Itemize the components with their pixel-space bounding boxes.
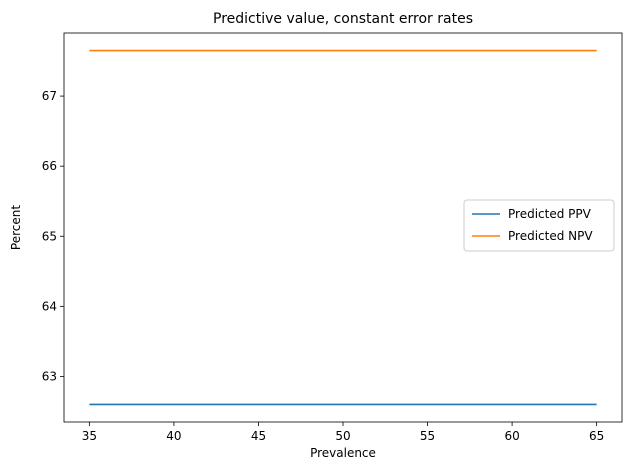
x-tick-label: 45 [251,429,266,443]
legend-box [463,199,615,252]
y-tick-label: 66 [42,159,57,173]
y-axis: 63 64 65 66 67 [42,89,64,383]
chart-title: Predictive value, constant error rates [213,11,473,27]
x-tick-label: 60 [504,429,519,443]
x-tick-label: 50 [335,429,350,443]
x-tick-label: 40 [166,429,181,443]
x-tick-label: 55 [420,429,435,443]
x-tick-label: 65 [589,429,604,443]
y-tick-label: 65 [42,229,57,243]
legend-label: Predicted NPV [508,229,593,243]
legend-label: Predicted PPV [508,207,592,221]
y-tick-label: 63 [42,369,57,383]
legend: Predicted PPV Predicted NPV [463,199,615,252]
y-tick-label: 67 [42,89,57,103]
x-axis: 35 40 45 50 55 60 65 [82,422,604,443]
y-tick-label: 64 [42,299,57,313]
x-axis-title: Prevalence [310,446,376,460]
y-axis-title: Percent [9,205,23,250]
x-tick-label: 35 [82,429,97,443]
